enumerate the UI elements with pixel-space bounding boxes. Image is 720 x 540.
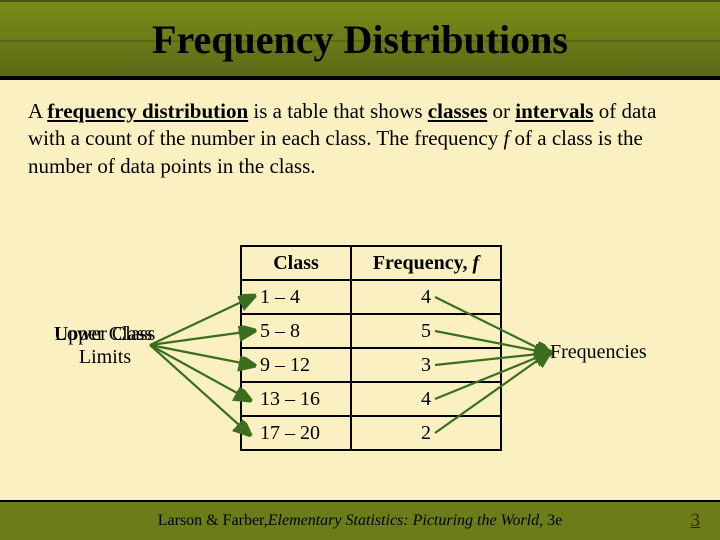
page-title: Frequency Distributions (152, 16, 568, 63)
desc-t5: or (487, 99, 515, 123)
desc-t3: is a table that shows (248, 99, 428, 123)
footer-edition: , 3e (539, 512, 562, 530)
arrows-left (0, 245, 720, 475)
footer-author: Larson & Farber, (158, 512, 268, 530)
footer-book: Elementary Statistics: Picturing the Wor… (268, 512, 539, 530)
desc-t6: intervals (515, 99, 593, 123)
diagram-area: Class Frequency, f 1 – 44 5 – 85 9 – 123… (0, 245, 720, 475)
desc-t4: classes (428, 99, 488, 123)
page-number: 3 (691, 510, 701, 532)
footer-bar: Larson & Farber, Elementary Statistics: … (0, 500, 720, 540)
description-paragraph: A frequency distribution is a table that… (0, 80, 720, 188)
title-band: Frequency Distributions (0, 0, 720, 80)
desc-t2: frequency distribution (47, 99, 248, 123)
desc-t1: A (28, 99, 47, 123)
